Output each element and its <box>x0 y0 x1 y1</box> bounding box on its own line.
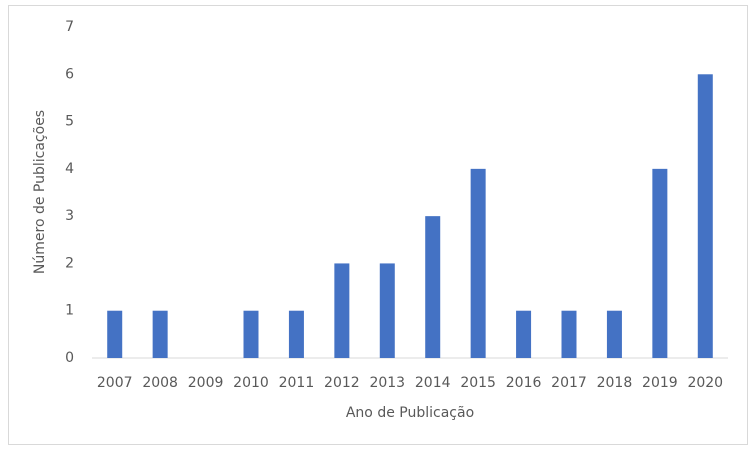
x-tick-label: 2013 <box>369 375 405 391</box>
x-tick-label: 2017 <box>551 375 587 391</box>
x-tick-label: 2015 <box>460 375 496 391</box>
x-tick-label: 2010 <box>233 375 269 391</box>
x-tick-label: 2008 <box>142 375 178 391</box>
chart-area <box>8 5 748 445</box>
y-tick-label: 2 <box>65 255 74 271</box>
x-tick-label: 2012 <box>324 375 360 391</box>
bar <box>152 310 168 358</box>
bar <box>334 263 350 358</box>
x-axis-label: Ano de Publicação <box>346 405 474 421</box>
y-tick-label: 0 <box>65 350 74 366</box>
y-tick-label: 6 <box>65 66 74 82</box>
y-tick-label: 7 <box>65 19 74 35</box>
x-tick-label: 2016 <box>506 375 542 391</box>
bar <box>243 310 259 358</box>
bar <box>288 310 304 358</box>
x-tick-label: 2014 <box>415 375 451 391</box>
x-tick-label: 2019 <box>642 375 678 391</box>
bar <box>561 310 577 358</box>
y-axis-label: Número de Publicações <box>32 110 48 274</box>
x-tick-label: 2020 <box>687 375 723 391</box>
bar <box>697 74 713 359</box>
x-tick-label: 2007 <box>97 375 133 391</box>
x-tick-label: 2011 <box>279 375 315 391</box>
y-tick-label: 5 <box>65 114 74 130</box>
x-tick-label: 2009 <box>188 375 224 391</box>
y-tick-label: 1 <box>65 303 74 319</box>
y-tick-label: 4 <box>65 161 74 177</box>
bar <box>470 168 486 358</box>
bar <box>425 216 441 358</box>
x-tick-label: 2018 <box>597 375 633 391</box>
y-tick-label: 3 <box>65 208 74 224</box>
bar <box>606 310 622 358</box>
bar <box>652 168 668 358</box>
bar <box>516 310 532 358</box>
bar <box>107 310 123 358</box>
bar <box>379 263 395 358</box>
